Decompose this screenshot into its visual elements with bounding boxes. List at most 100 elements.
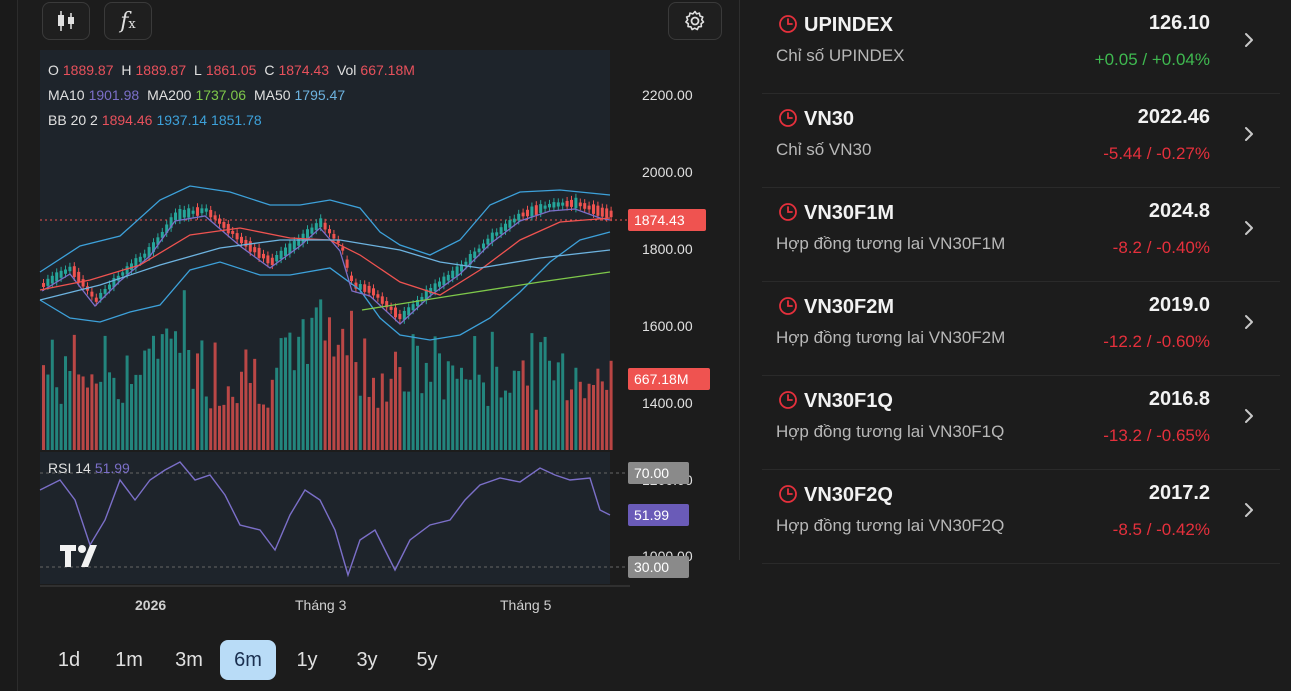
chevron-right-icon[interactable] bbox=[1242, 406, 1256, 426]
volume-bar bbox=[504, 390, 507, 450]
candle-body bbox=[253, 247, 257, 253]
candle-body bbox=[592, 204, 595, 214]
index-description: Chỉ số UPINDEX bbox=[776, 46, 905, 65]
candle-body bbox=[526, 209, 529, 217]
index-name: UPINDEX bbox=[804, 14, 893, 36]
candle-body bbox=[429, 287, 433, 294]
volume-bar bbox=[468, 379, 472, 450]
index-description: Chỉ số VN30 bbox=[776, 140, 872, 159]
volume-bar bbox=[539, 342, 543, 450]
volume-bar bbox=[306, 363, 309, 450]
rsi-panel[interactable] bbox=[40, 452, 610, 584]
range-1y-button[interactable]: 1y bbox=[296, 648, 318, 671]
candle-body bbox=[460, 264, 463, 272]
candle-body bbox=[121, 272, 125, 276]
candle-body bbox=[235, 233, 239, 240]
candle-body bbox=[165, 224, 169, 233]
chevron-right-icon[interactable] bbox=[1242, 500, 1256, 520]
volume-bar bbox=[270, 379, 274, 450]
index-change: -12.2 / -0.60% bbox=[1103, 332, 1210, 351]
index-value: 2024.8 bbox=[1148, 200, 1210, 222]
volume-bar bbox=[389, 378, 393, 450]
range-1d-button[interactable]: 1d bbox=[57, 648, 81, 671]
candle-body bbox=[416, 299, 419, 307]
volume-bar bbox=[55, 387, 59, 450]
candle-body bbox=[609, 210, 613, 218]
volume-bar bbox=[442, 399, 446, 450]
candle-body bbox=[218, 218, 221, 224]
candle-body bbox=[512, 218, 516, 223]
volume-bar bbox=[424, 362, 428, 450]
range-3m-button[interactable]: 3m bbox=[175, 648, 203, 671]
candlestick-chart-button[interactable] bbox=[42, 2, 90, 40]
volume-bar bbox=[160, 334, 164, 450]
volume-bar bbox=[592, 385, 595, 450]
chevron-right-icon[interactable] bbox=[1242, 30, 1256, 50]
candle-body bbox=[108, 284, 111, 290]
candle-body bbox=[539, 204, 543, 214]
volume-bar bbox=[336, 344, 340, 450]
index-row-vn30f1m[interactable]: VN30F1M Hợp đồng tương lai VN30F1M 2024.… bbox=[762, 188, 1280, 282]
candle-body bbox=[486, 238, 490, 245]
time-axis-label: Tháng 5 bbox=[500, 597, 552, 613]
index-row-vn30[interactable]: VN30 Chỉ số VN30 2022.46 -5.44 / -0.27% bbox=[762, 94, 1280, 188]
volume-bar bbox=[376, 407, 380, 450]
volume-bar bbox=[508, 392, 512, 450]
candle-body bbox=[345, 259, 349, 268]
candle-body bbox=[72, 266, 76, 277]
indicators-button[interactable]: fx bbox=[104, 2, 152, 40]
index-name: VN30F1M bbox=[804, 202, 895, 224]
volume-bar bbox=[248, 382, 252, 450]
volume-bar bbox=[182, 290, 186, 450]
index-row-vn30f2q[interactable]: VN30F2Q Hợp đồng tương lai VN30F2Q 2017.… bbox=[762, 470, 1280, 564]
time-range-selector: 1d 1m 3m 6m 1y 3y 5y bbox=[40, 640, 458, 680]
candle-body bbox=[556, 202, 560, 207]
volume-bar bbox=[565, 400, 569, 450]
volume-bar bbox=[310, 317, 314, 450]
candle-body bbox=[196, 207, 199, 216]
volume-bar bbox=[416, 345, 419, 450]
candle-body bbox=[376, 294, 380, 298]
index-row-upindex[interactable]: UPINDEX Chỉ số UPINDEX 126.10 +0.05 / +0… bbox=[762, 0, 1280, 94]
volume-bar bbox=[68, 371, 72, 450]
candle-body bbox=[160, 231, 164, 238]
volume-bar bbox=[253, 358, 257, 450]
candle-body bbox=[600, 207, 604, 217]
range-5y-button[interactable]: 5y bbox=[416, 648, 438, 671]
settings-button[interactable] bbox=[668, 2, 722, 40]
chevron-right-icon[interactable] bbox=[1242, 218, 1256, 238]
volume-bar bbox=[42, 365, 45, 450]
candle-body bbox=[517, 213, 521, 221]
candle-body bbox=[341, 247, 345, 251]
candle-body bbox=[490, 232, 494, 243]
candle-body bbox=[442, 276, 446, 286]
candle-body bbox=[438, 281, 441, 287]
function-icon: fx bbox=[120, 8, 136, 34]
chevron-right-icon[interactable] bbox=[1242, 124, 1256, 144]
range-1m-button[interactable]: 1m bbox=[115, 648, 143, 671]
volume-bar bbox=[165, 328, 169, 450]
volume-bar bbox=[314, 307, 318, 450]
candle-body bbox=[363, 284, 367, 292]
volume-tag: 667.18M bbox=[628, 368, 710, 390]
tradingview-logo-icon[interactable] bbox=[58, 543, 106, 569]
index-row-vn30f2m[interactable]: VN30F2M Hợp đồng tương lai VN30F2M 2019.… bbox=[762, 282, 1280, 376]
range-3y-button[interactable]: 3y bbox=[356, 648, 378, 671]
candle-body bbox=[152, 242, 155, 253]
candle-body bbox=[543, 205, 547, 209]
index-row-vn30f1q[interactable]: VN30F1Q Hợp đồng tương lai VN30F1Q 2016.… bbox=[762, 376, 1280, 470]
volume-bar bbox=[530, 333, 534, 450]
candle-body bbox=[385, 301, 389, 308]
volume-bar bbox=[108, 372, 111, 450]
volume-bar bbox=[125, 355, 129, 450]
volume-bar bbox=[438, 353, 441, 450]
candle-body bbox=[310, 227, 314, 234]
candle-body bbox=[530, 206, 534, 217]
volume-bar bbox=[473, 336, 477, 450]
range-6m-button[interactable]: 6m bbox=[220, 640, 276, 680]
index-change: -8.2 / -0.40% bbox=[1112, 238, 1210, 257]
candle-body bbox=[50, 275, 54, 284]
chevron-right-icon[interactable] bbox=[1242, 312, 1256, 332]
volume-bar bbox=[279, 338, 283, 450]
volume-bar bbox=[138, 374, 142, 450]
